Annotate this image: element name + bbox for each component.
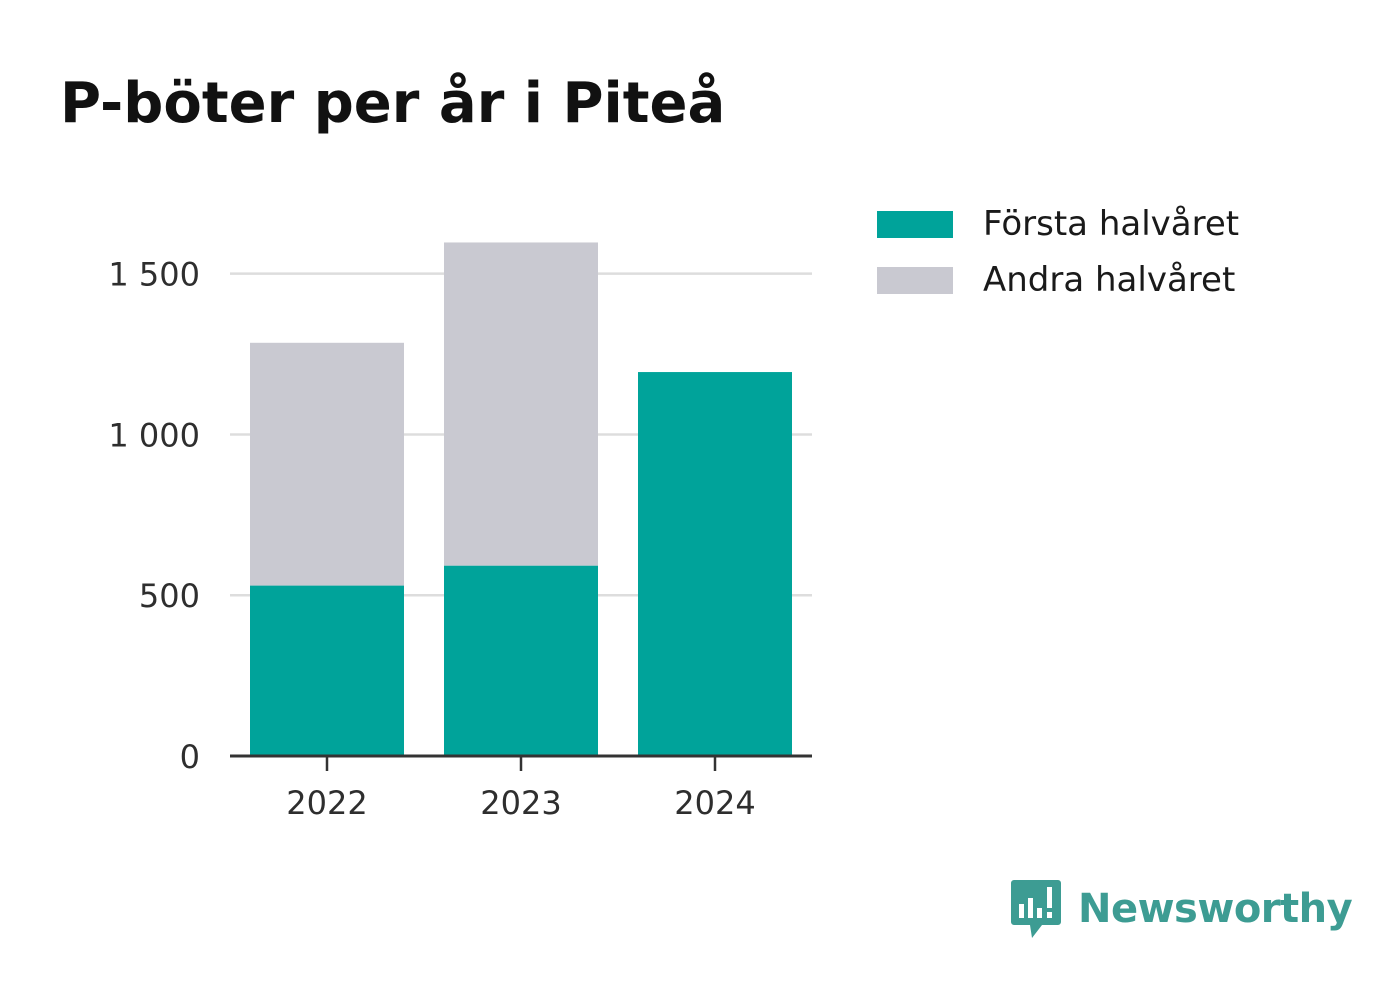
legend-swatch-second-half <box>877 266 953 294</box>
axes: 0 500 1 000 1 500 2022 2023 2024 <box>108 256 812 822</box>
x-tick-label-2024: 2024 <box>674 784 755 822</box>
x-tick-label-2022: 2022 <box>286 784 367 822</box>
bar-2022-series-0 <box>250 585 404 756</box>
brand-name: Newsworthy <box>1078 886 1353 932</box>
legend-label-second-half: Andra halvåret <box>983 260 1236 300</box>
legend-label-first-half: Första halvåret <box>983 204 1240 244</box>
legend: Första halvåret Andra halvåret <box>877 196 1239 308</box>
bar-2023-series-0 <box>444 565 598 756</box>
legend-swatch-first-half <box>877 210 953 238</box>
bars <box>250 242 792 756</box>
y-tick-label-1000: 1 000 <box>108 416 200 454</box>
newsworthy-logo-icon <box>1011 880 1061 938</box>
y-tick-label-500: 500 <box>139 577 200 615</box>
chart-title: P-böter per år i Piteå <box>60 71 726 136</box>
legend-item-first-half: Första halvåret <box>877 196 1239 252</box>
y-tick-label-1500: 1 500 <box>108 256 200 294</box>
brand-logo: Newsworthy <box>1010 878 1353 940</box>
legend-item-second-half: Andra halvåret <box>877 252 1239 308</box>
y-tick-label-0: 0 <box>180 738 200 776</box>
x-tick-label-2023: 2023 <box>480 784 561 822</box>
bar-2023-series-1 <box>444 242 598 566</box>
bar-2024-series-0 <box>638 372 792 756</box>
bar-2022-series-1 <box>250 342 404 586</box>
